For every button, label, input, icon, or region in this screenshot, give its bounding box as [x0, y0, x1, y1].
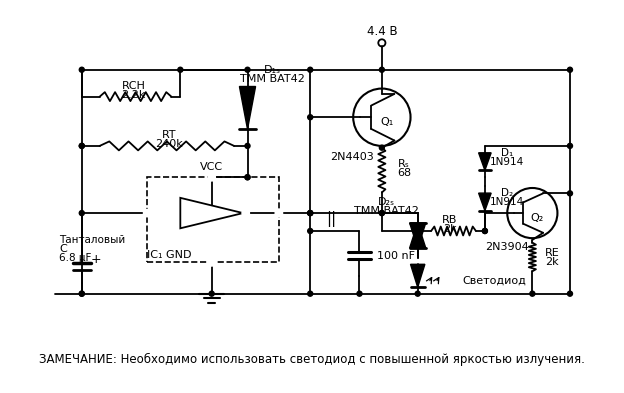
- Circle shape: [245, 143, 250, 149]
- Circle shape: [79, 67, 84, 72]
- Text: 100 nF: 100 nF: [378, 251, 416, 261]
- Text: ЗАМЕЧАНИЕ: Необходимо использовать светодиод с повышенной яркостью излучения.: ЗАМЕЧАНИЕ: Необходимо использовать свето…: [39, 353, 585, 365]
- Text: 2N3904: 2N3904: [485, 242, 529, 252]
- Circle shape: [79, 143, 84, 149]
- Text: 1N914: 1N914: [490, 197, 524, 208]
- Text: 68: 68: [397, 168, 411, 178]
- Circle shape: [567, 291, 572, 296]
- Circle shape: [308, 115, 313, 120]
- Text: C: C: [59, 244, 67, 254]
- Polygon shape: [409, 223, 426, 248]
- Circle shape: [567, 67, 572, 72]
- Text: 4.4 В: 4.4 В: [366, 25, 397, 38]
- Circle shape: [79, 211, 84, 216]
- Text: D₁: D₁: [501, 148, 514, 158]
- Text: ||: ||: [326, 211, 336, 227]
- Text: TMM BAT42: TMM BAT42: [240, 74, 305, 84]
- Circle shape: [482, 228, 487, 233]
- Text: 1N914: 1N914: [490, 157, 524, 167]
- Circle shape: [379, 67, 384, 72]
- Circle shape: [357, 291, 362, 296]
- Circle shape: [415, 291, 420, 296]
- Text: VСС: VСС: [200, 162, 223, 173]
- Text: TMM BAT42: TMM BAT42: [354, 206, 419, 216]
- Text: RЕ: RЕ: [545, 248, 560, 258]
- Circle shape: [245, 67, 250, 72]
- Text: Rₛ: Rₛ: [398, 159, 410, 169]
- Circle shape: [79, 291, 84, 296]
- Text: 2k: 2k: [545, 257, 559, 267]
- Text: 2k: 2k: [443, 224, 457, 234]
- Circle shape: [209, 291, 214, 296]
- Text: Q₁: Q₁: [381, 117, 394, 127]
- Circle shape: [379, 145, 384, 150]
- Circle shape: [482, 228, 487, 233]
- Text: IC₁ GND: IC₁ GND: [147, 250, 192, 260]
- Circle shape: [379, 211, 384, 216]
- Text: Танталовый: Танталовый: [59, 235, 125, 245]
- Circle shape: [208, 259, 215, 266]
- Circle shape: [567, 143, 572, 149]
- Polygon shape: [479, 193, 491, 211]
- Polygon shape: [180, 198, 243, 228]
- Circle shape: [245, 175, 250, 180]
- Bar: [147, 177, 279, 263]
- Circle shape: [308, 211, 313, 216]
- Circle shape: [308, 211, 313, 216]
- Text: Q₂: Q₂: [530, 213, 544, 222]
- Text: D₁ₛ: D₁ₛ: [264, 65, 281, 75]
- Polygon shape: [409, 223, 426, 248]
- Circle shape: [245, 175, 250, 180]
- Text: 240k: 240k: [155, 139, 183, 149]
- Circle shape: [308, 291, 313, 296]
- Text: RСН: RСН: [122, 81, 145, 91]
- Polygon shape: [479, 153, 491, 170]
- Text: 2.2k: 2.2k: [122, 90, 146, 100]
- Text: +: +: [91, 253, 102, 266]
- Text: 2N4403: 2N4403: [331, 152, 374, 162]
- Circle shape: [308, 228, 313, 233]
- Polygon shape: [411, 264, 425, 287]
- Text: Светодиод: Светодиод: [462, 275, 527, 285]
- Text: RΒ: RΒ: [442, 215, 457, 225]
- Circle shape: [275, 209, 283, 217]
- Circle shape: [379, 211, 384, 216]
- Circle shape: [79, 143, 84, 149]
- Text: RТ: RТ: [162, 130, 176, 140]
- Circle shape: [308, 67, 313, 72]
- Circle shape: [308, 211, 313, 216]
- Circle shape: [530, 291, 535, 296]
- Circle shape: [178, 67, 183, 72]
- Circle shape: [79, 291, 84, 296]
- Circle shape: [567, 191, 572, 196]
- Text: D₂ₛ: D₂ₛ: [378, 197, 395, 208]
- Text: 6.8 μF: 6.8 μF: [59, 253, 92, 263]
- Text: D₂: D₂: [501, 188, 514, 198]
- Circle shape: [144, 209, 151, 217]
- Polygon shape: [240, 86, 256, 129]
- Circle shape: [208, 174, 215, 181]
- Circle shape: [242, 209, 250, 217]
